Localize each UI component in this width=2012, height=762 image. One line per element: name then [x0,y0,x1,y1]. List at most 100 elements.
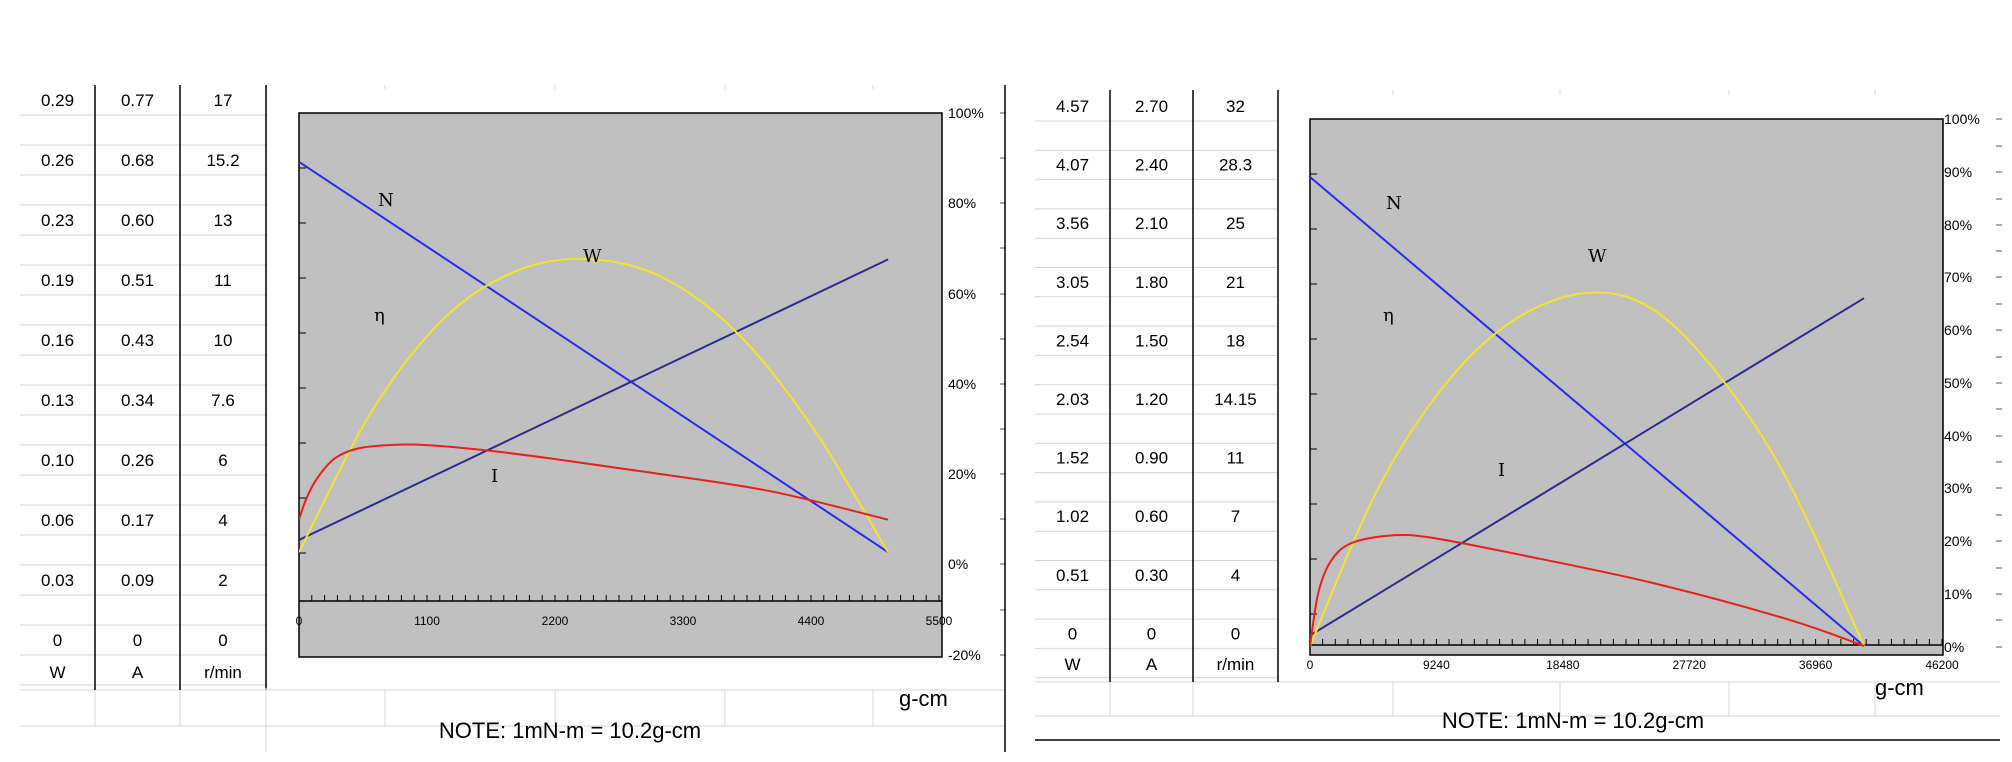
right-tick-label: 10% [1944,586,1972,602]
right-tick-label: -20% [948,647,981,663]
table-cell: 0.26 [121,451,154,470]
table-cell: 0.77 [121,91,154,110]
table-cell: 0 [133,631,142,650]
curve-label-eta: η [1383,305,1394,326]
series-W-line [1310,291,1865,647]
right-tick-label: 80% [948,195,976,211]
curve-label-I: I [491,466,498,487]
right-chart-panel: 4.57 2.70 32 4.07 2.40 28.3 3.56 2.10 25 3.05 1.80… [1035,90,2002,733]
table-cell: 0.51 [1056,566,1089,585]
table-cell: 2.40 [1135,156,1168,175]
table-cell: 0.17 [121,511,154,530]
table-cell: 3.56 [1056,214,1089,233]
table-cell: 6 [218,451,227,470]
x-tick-label: 3300 [670,614,697,628]
right-tick-label: 50% [1944,375,1972,391]
series-N-line [299,160,889,554]
table-cell: 1.02 [1056,507,1089,526]
table-cell: 25 [1226,214,1245,233]
table-header-cell: r/min [1217,655,1255,674]
curve-label-N: N [1386,193,1402,214]
table-cell: 0.60 [1135,507,1168,526]
table-header-cell: A [132,663,144,682]
table-cell: 0 [1147,624,1156,643]
table-cell: 0 [218,631,227,650]
table-cell: 18 [1226,331,1245,350]
x-tick-label: 4400 [798,614,825,628]
table-cell: 15.2 [206,151,239,170]
table-cell: 0.30 [1135,566,1168,585]
table-cell: 0.06 [41,511,74,530]
table-cell: 0.26 [41,151,74,170]
right-tick-label: 30% [1944,480,1972,496]
table-cell: 0.03 [41,571,74,590]
table-cell: 0.23 [41,211,74,230]
table-cell: 32 [1226,97,1245,116]
right-tick-label: 60% [948,286,976,302]
x-unit-label: g-cm [1875,675,1924,700]
table-cell: 0 [1231,624,1240,643]
table-cell: 17 [214,91,233,110]
series-N-line [1310,176,1865,647]
x-tick-label: 1100 [414,614,440,628]
x-tick-label: 9240 [1423,658,1450,672]
series-I-line [299,258,889,541]
table-cell: 11 [1227,449,1245,468]
conversion-note: NOTE: 1mN-m = 10.2g-cm [1442,708,1704,733]
right-tick-label: 20% [948,466,976,482]
table-cell: 4 [218,511,227,530]
x-tick-label: 2200 [542,614,569,628]
right-tick-label: 40% [1944,428,1972,444]
right-tick-label: 100% [948,105,984,121]
right-tick-label: 70% [1944,269,1972,285]
table-cell: 0.16 [41,331,74,350]
table-cell: 7 [1231,507,1240,526]
curve-label-N: N [378,190,394,211]
right-tick-label: 40% [948,376,976,392]
table-cell: 0.29 [41,91,74,110]
table-cell: 10 [214,331,233,350]
table-cell: 11 [214,271,232,290]
table-cell: 2.70 [1135,97,1168,116]
table-cell: 1.50 [1135,331,1168,350]
right-tick-label: 80% [1944,217,1972,233]
curve-label-W: W [1588,246,1607,267]
table-cell: 4.07 [1056,156,1089,175]
table-cell: 1.80 [1135,273,1168,292]
table-cell: 21 [1226,273,1245,292]
right-tick-label: 60% [1944,322,1972,338]
table-cell: 3.05 [1056,273,1089,292]
left-chart-panel: 0.29 0.77 17 0.26 0.68 15.2 0.23 0.60 13 0.19 0.51… [20,85,1006,743]
x-tick-label: 0 [296,614,303,628]
series-I-line [1310,297,1865,637]
table-cell: 14.15 [1214,390,1257,409]
table-cell: 0.90 [1135,449,1168,468]
table-cell: 2.03 [1056,390,1089,409]
x-unit-label: g-cm [899,686,948,711]
x-tick-label: 46200 [1925,658,1959,672]
table-cell: 1.52 [1056,449,1089,468]
curve-label-I: I [1498,460,1505,481]
table-cell: 28.3 [1219,156,1252,175]
table-header-cell: r/min [204,663,242,682]
curve-label-eta: η [374,305,385,326]
conversion-note: NOTE: 1mN-m = 10.2g-cm [439,718,701,743]
plot-area [298,112,943,658]
table-cell: 0 [1068,624,1077,643]
table-cell: 1.20 [1135,390,1168,409]
x-tick-label: 0 [1307,658,1314,672]
right-tick-label: 20% [1944,533,1972,549]
table-cell: 4.57 [1056,97,1089,116]
table-cell: 4 [1231,566,1240,585]
table-cell: 2.10 [1135,214,1168,233]
table-cell: 0.68 [121,151,154,170]
right-tick-label: 100% [1944,111,1980,127]
table-cell: 0 [53,631,62,650]
table-header-cell: A [1146,655,1158,674]
right-tick-label: 90% [1944,164,1972,180]
right-tick-label: 0% [1944,639,1964,655]
table-cell: 0.10 [41,451,74,470]
x-tick-label: 5500 [926,614,953,628]
x-tick-label: 18480 [1546,658,1580,672]
